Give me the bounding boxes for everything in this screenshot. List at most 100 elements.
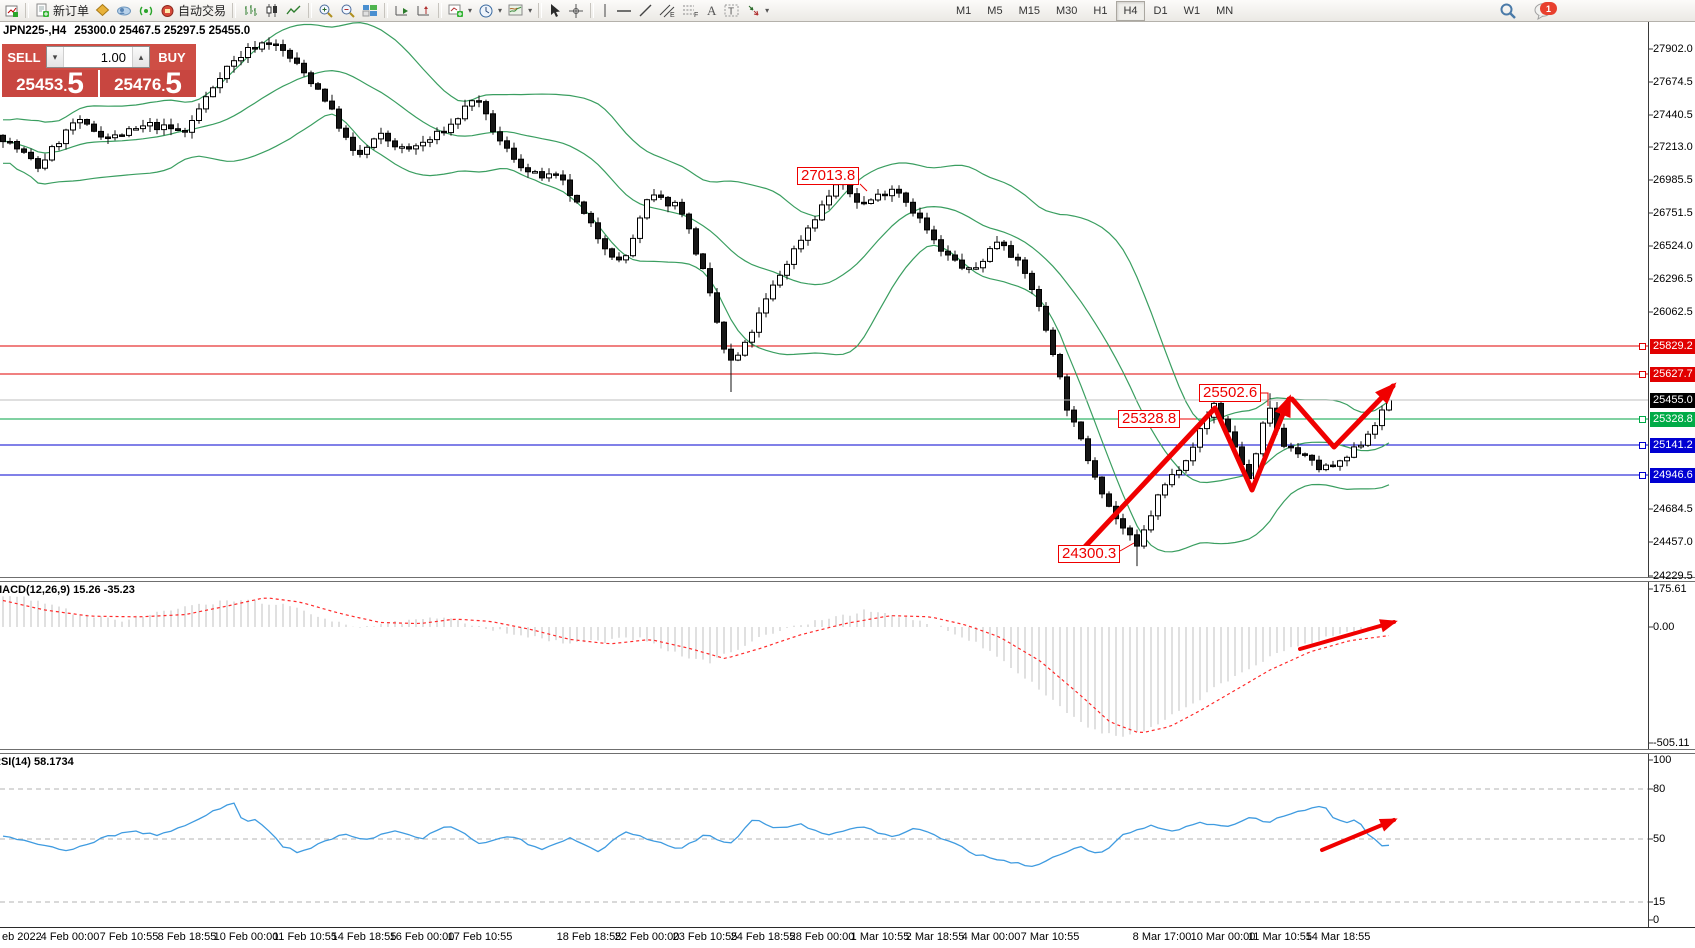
line-chart-button[interactable] bbox=[283, 1, 305, 21]
timeframe-button-d1[interactable]: D1 bbox=[1153, 5, 1168, 17]
timeframe-button-mn[interactable]: MN bbox=[1216, 5, 1234, 17]
price-line-tag: 25141.2 bbox=[1650, 438, 1695, 453]
timeframe-button-m30[interactable]: M30 bbox=[1055, 5, 1078, 17]
time-tick-label: 18 Feb 18:55 bbox=[556, 931, 622, 943]
pane-separator[interactable] bbox=[0, 749, 1695, 754]
template-icon bbox=[508, 3, 524, 18]
decimal-point: . bbox=[63, 78, 68, 94]
zoom-out-button[interactable] bbox=[337, 1, 359, 21]
annotation-leader bbox=[859, 183, 868, 192]
chart-canvas[interactable] bbox=[0, 22, 1695, 927]
time-tick-label: 23 Feb 10:55 bbox=[672, 931, 738, 943]
macd-tick-label: 175.61 bbox=[1653, 583, 1687, 595]
annotation-leader bbox=[1119, 542, 1135, 552]
volume-increase-button[interactable]: ▴ bbox=[132, 47, 149, 67]
price-annotation[interactable]: 25502.6 bbox=[1199, 384, 1262, 402]
price-line-tag: 25455.0 bbox=[1650, 393, 1695, 408]
timeframe-button-w1[interactable]: W1 bbox=[1183, 5, 1201, 17]
text-label-button[interactable]: T bbox=[721, 1, 743, 21]
svg-text:E: E bbox=[670, 12, 675, 18]
buy-price: 25476 bbox=[114, 75, 162, 94]
price-tick-label: 26985.5 bbox=[1653, 174, 1693, 186]
vertical-line-icon bbox=[600, 3, 610, 18]
bollinger-upper bbox=[3, 22, 1390, 423]
price-annotation[interactable]: 27013.8 bbox=[797, 167, 860, 185]
time-tick-label: 14 Mar 18:55 bbox=[1305, 931, 1371, 943]
add-indicator-button[interactable]: ▾ bbox=[445, 1, 475, 21]
signal-button[interactable] bbox=[135, 1, 157, 21]
price-annotation[interactable]: 25328.8 bbox=[1118, 410, 1181, 428]
crosshair-button[interactable] bbox=[565, 1, 587, 21]
fibonacci-button[interactable]: F bbox=[679, 1, 702, 21]
toolbar-right-group: 1 bbox=[1496, 0, 1557, 22]
rsi-pane bbox=[0, 788, 1648, 903]
line-chart-icon bbox=[286, 3, 302, 18]
overlay-layer bbox=[859, 22, 1653, 927]
new-chart-button[interactable] bbox=[2, 1, 22, 21]
autotrading-label: 自动交易 bbox=[178, 4, 227, 18]
chart-shift-button[interactable] bbox=[413, 1, 435, 21]
volume-input[interactable]: 1.00 bbox=[100, 49, 126, 65]
chevron-up-icon: ▴ bbox=[138, 51, 144, 62]
zoom-in-button[interactable] bbox=[315, 1, 337, 21]
buy-button[interactable]: BUY bbox=[158, 49, 186, 65]
time-tick-label: 4 Mar 00:00 bbox=[961, 931, 1021, 943]
time-axis[interactable]: eb 2022 4 Feb 00:00 7 Feb 10:55 8 Feb 18:55… bbox=[0, 927, 1695, 948]
candlestick-button[interactable] bbox=[261, 1, 283, 21]
time-tick-label: 10 Mar 00:00 bbox=[1190, 931, 1256, 943]
add-indicator-icon bbox=[448, 3, 464, 18]
cursor-button[interactable] bbox=[545, 1, 565, 21]
trendline-button[interactable] bbox=[635, 1, 656, 21]
line-end-marker bbox=[1639, 371, 1646, 378]
bollinger-lower bbox=[3, 113, 1390, 553]
fibonacci-icon: F bbox=[682, 3, 699, 18]
arrows-button[interactable]: ▾ bbox=[743, 1, 772, 21]
zoom-in-icon bbox=[318, 3, 334, 19]
tile-windows-button[interactable] bbox=[359, 1, 381, 21]
timeframe-button-h4[interactable]: H4 bbox=[1116, 1, 1145, 21]
diamond-icon-button[interactable] bbox=[92, 1, 113, 21]
new-order-button[interactable]: 新订单 bbox=[32, 1, 92, 21]
timeframe-button-m5[interactable]: M5 bbox=[987, 5, 1003, 17]
sell-price-panel[interactable]: 25453. 5 bbox=[2, 69, 98, 99]
line-end-marker bbox=[1639, 416, 1646, 423]
auto-scroll-button[interactable] bbox=[391, 1, 413, 21]
price-tick-label: 26296.5 bbox=[1653, 273, 1693, 285]
buy-price-panel[interactable]: 25476. 5 bbox=[100, 67, 196, 100]
timeframe-button-h1[interactable]: H1 bbox=[1093, 5, 1108, 17]
bar-chart-button[interactable] bbox=[239, 1, 261, 21]
chart-plus-icon bbox=[5, 4, 19, 18]
rsi-label: RSI(14) 58.1734 bbox=[0, 756, 74, 768]
trend-arrow[interactable] bbox=[1289, 383, 1396, 450]
timeframe-button-m1[interactable]: M1 bbox=[956, 5, 972, 17]
candles bbox=[0, 42, 1392, 547]
buy-price-fraction: 5 bbox=[165, 67, 182, 100]
one-click-trade-panel: SELL ▾ 1.00 ▴ BUY 25453. 5 25476. 5 bbox=[2, 44, 196, 100]
decimal-point: . bbox=[161, 78, 166, 94]
sell-price: 25453 bbox=[16, 75, 64, 94]
horizontal-line-button[interactable] bbox=[613, 1, 635, 21]
time-tick-label: 4 Feb 00:00 bbox=[40, 931, 100, 943]
macd-tick-label: -505.11 bbox=[1653, 737, 1690, 749]
trend-arrow[interactable] bbox=[1077, 396, 1292, 555]
notifications-button[interactable]: 1 bbox=[1530, 1, 1557, 21]
sell-button[interactable]: SELL bbox=[7, 49, 41, 65]
timeframe-button-m15[interactable]: M15 bbox=[1018, 5, 1040, 17]
periods-button[interactable]: ▾ bbox=[475, 1, 505, 21]
vertical-line-button[interactable] bbox=[597, 1, 613, 21]
pane-separator[interactable] bbox=[0, 577, 1695, 582]
text-button[interactable]: A bbox=[702, 1, 721, 21]
symbol-title: JPN225-,H4 bbox=[3, 25, 67, 37]
channel-button[interactable]: E bbox=[656, 1, 679, 21]
trend-arrow-head bbox=[1375, 382, 1397, 405]
separator bbox=[232, 3, 237, 18]
volume-decrease-button[interactable]: ▾ bbox=[47, 47, 64, 67]
cloud-user-button[interactable] bbox=[113, 1, 135, 21]
templates-button[interactable]: ▾ bbox=[505, 1, 535, 21]
search-button[interactable] bbox=[1496, 1, 1520, 21]
trend-arrow[interactable] bbox=[1298, 620, 1396, 651]
price-annotation[interactable]: 24300.3 bbox=[1058, 545, 1121, 563]
candle-wicks bbox=[2, 37, 1390, 567]
autotrading-button[interactable]: 自动交易 bbox=[157, 1, 229, 21]
time-tick-label: 22 Feb 00:00 bbox=[614, 931, 680, 943]
